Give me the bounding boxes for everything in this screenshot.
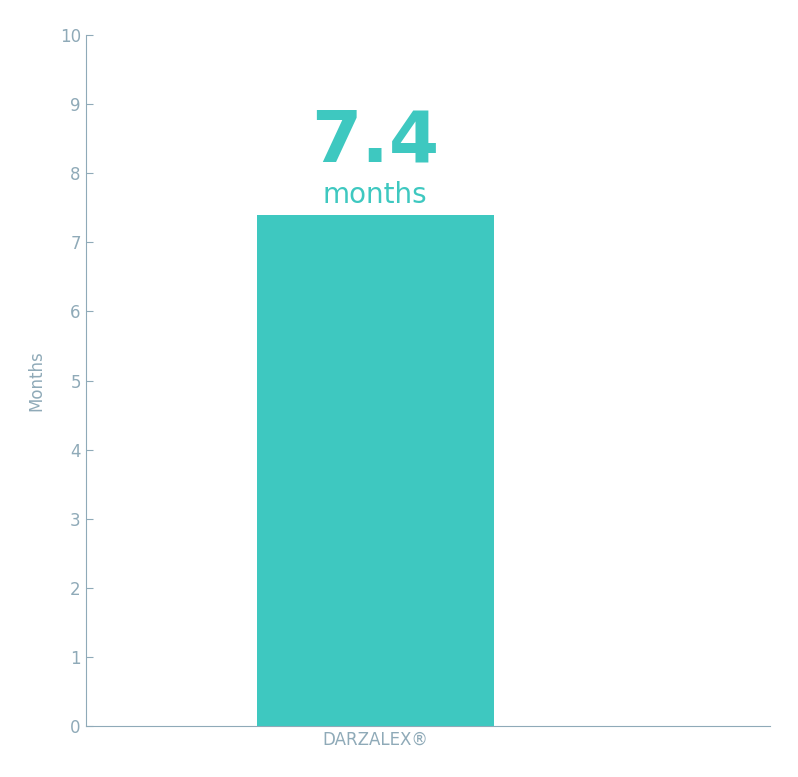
Text: months: months — [323, 181, 428, 209]
Text: 7.4: 7.4 — [311, 107, 440, 176]
Y-axis label: Months: Months — [28, 350, 45, 411]
Bar — [257, 214, 494, 726]
